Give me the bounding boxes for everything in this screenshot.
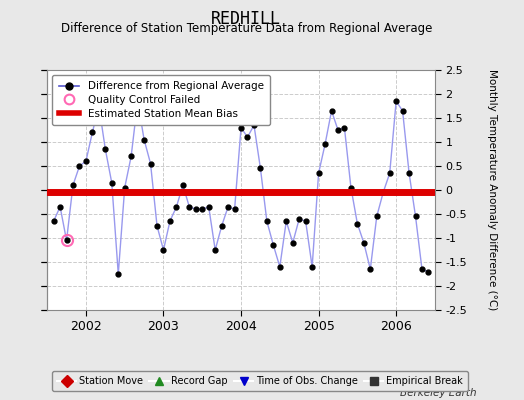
Legend: Station Move, Record Gap, Time of Obs. Change, Empirical Break: Station Move, Record Gap, Time of Obs. C… <box>52 372 468 391</box>
Text: REDHILL: REDHILL <box>211 10 281 28</box>
Text: Berkeley Earth: Berkeley Earth <box>400 388 477 398</box>
Text: Difference of Station Temperature Data from Regional Average: Difference of Station Temperature Data f… <box>61 22 432 35</box>
Y-axis label: Monthly Temperature Anomaly Difference (°C): Monthly Temperature Anomaly Difference (… <box>486 69 497 311</box>
Legend: Difference from Regional Average, Quality Control Failed, Estimated Station Mean: Difference from Regional Average, Qualit… <box>52 75 270 125</box>
